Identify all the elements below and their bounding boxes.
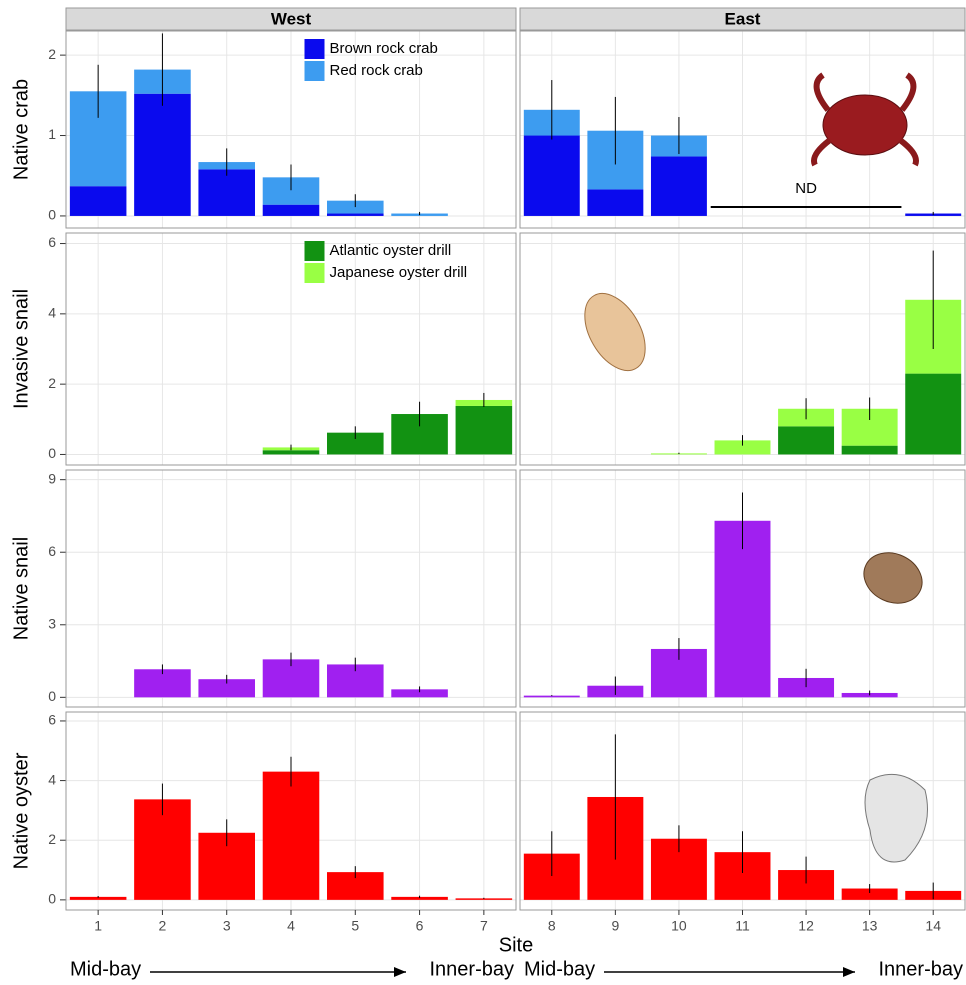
y-tick-label: 6 <box>48 543 56 559</box>
legend-swatch <box>305 61 325 81</box>
x-tick-label: 8 <box>548 918 556 934</box>
y-tick-label: 0 <box>48 207 56 223</box>
x-tick-label: 7 <box>480 918 488 934</box>
strip-title: East <box>725 9 761 28</box>
y-tick-label: 0 <box>48 891 56 907</box>
bar <box>198 169 255 216</box>
legend-label: Red rock crab <box>330 62 423 79</box>
from-label: Mid-bay <box>70 958 141 980</box>
x-tick-label: 1 <box>94 918 102 934</box>
bar <box>70 186 127 216</box>
bar <box>327 214 384 216</box>
legend-label: Brown rock crab <box>330 40 438 57</box>
y-tick-label: 6 <box>48 712 56 728</box>
arrow-head <box>843 967 855 977</box>
y-tick-label: 0 <box>48 445 56 461</box>
x-tick-label: 2 <box>159 918 167 934</box>
legend-swatch <box>305 39 325 59</box>
bar <box>842 446 898 455</box>
bar <box>524 136 580 216</box>
annotation: ND <box>795 180 817 197</box>
y-tick-label: 3 <box>48 615 56 631</box>
bar <box>778 426 834 454</box>
y-tick-label: 2 <box>48 46 56 62</box>
x-tick-label: 4 <box>287 918 295 934</box>
legend-swatch <box>305 263 325 283</box>
x-tick-label: 6 <box>416 918 424 934</box>
y-tick-label: 2 <box>48 375 56 391</box>
bar <box>651 156 707 216</box>
x-axis-title: Site <box>499 934 533 956</box>
crab-icon <box>823 95 907 155</box>
bar <box>456 406 513 455</box>
y-tick-label: 4 <box>48 771 56 787</box>
x-tick-label: 13 <box>862 918 878 934</box>
y-axis-title: Invasive snail <box>10 289 32 409</box>
y-tick-label: 1 <box>48 126 56 142</box>
legend-label: Japanese oyster drill <box>330 264 468 281</box>
bar <box>587 189 643 216</box>
bar <box>263 450 320 454</box>
x-tick-label: 11 <box>735 918 750 934</box>
y-axis-title: Native oyster <box>10 752 32 869</box>
x-tick-label: 9 <box>611 918 619 934</box>
x-tick-label: 3 <box>223 918 231 934</box>
y-axis-title: Native crab <box>10 79 32 180</box>
bar <box>134 94 191 216</box>
page: Native crab012WestNDEastBrown rock crabR… <box>0 0 966 985</box>
bar <box>263 205 320 216</box>
y-tick-label: 9 <box>48 470 56 486</box>
legend-label: Atlantic oyster drill <box>330 242 452 259</box>
y-tick-label: 6 <box>48 234 56 250</box>
chart: Native crab012WestNDEastBrown rock crabR… <box>0 0 966 985</box>
x-tick-label: 10 <box>671 918 687 934</box>
from-label: Mid-bay <box>524 958 595 980</box>
arrow-head <box>394 967 406 977</box>
y-tick-label: 0 <box>48 688 56 704</box>
to-label: Inner-bay <box>879 958 964 980</box>
x-tick-label: 5 <box>351 918 359 934</box>
legend-swatch <box>305 241 325 261</box>
y-axis-title: Native snail <box>10 537 32 640</box>
bar <box>905 374 961 455</box>
x-tick-label: 12 <box>798 918 814 934</box>
y-tick-label: 4 <box>48 305 56 321</box>
y-tick-label: 2 <box>48 831 56 847</box>
bar <box>263 772 320 900</box>
to-label: Inner-bay <box>430 958 515 980</box>
strip-title: West <box>271 9 312 28</box>
x-tick-label: 14 <box>925 918 941 934</box>
